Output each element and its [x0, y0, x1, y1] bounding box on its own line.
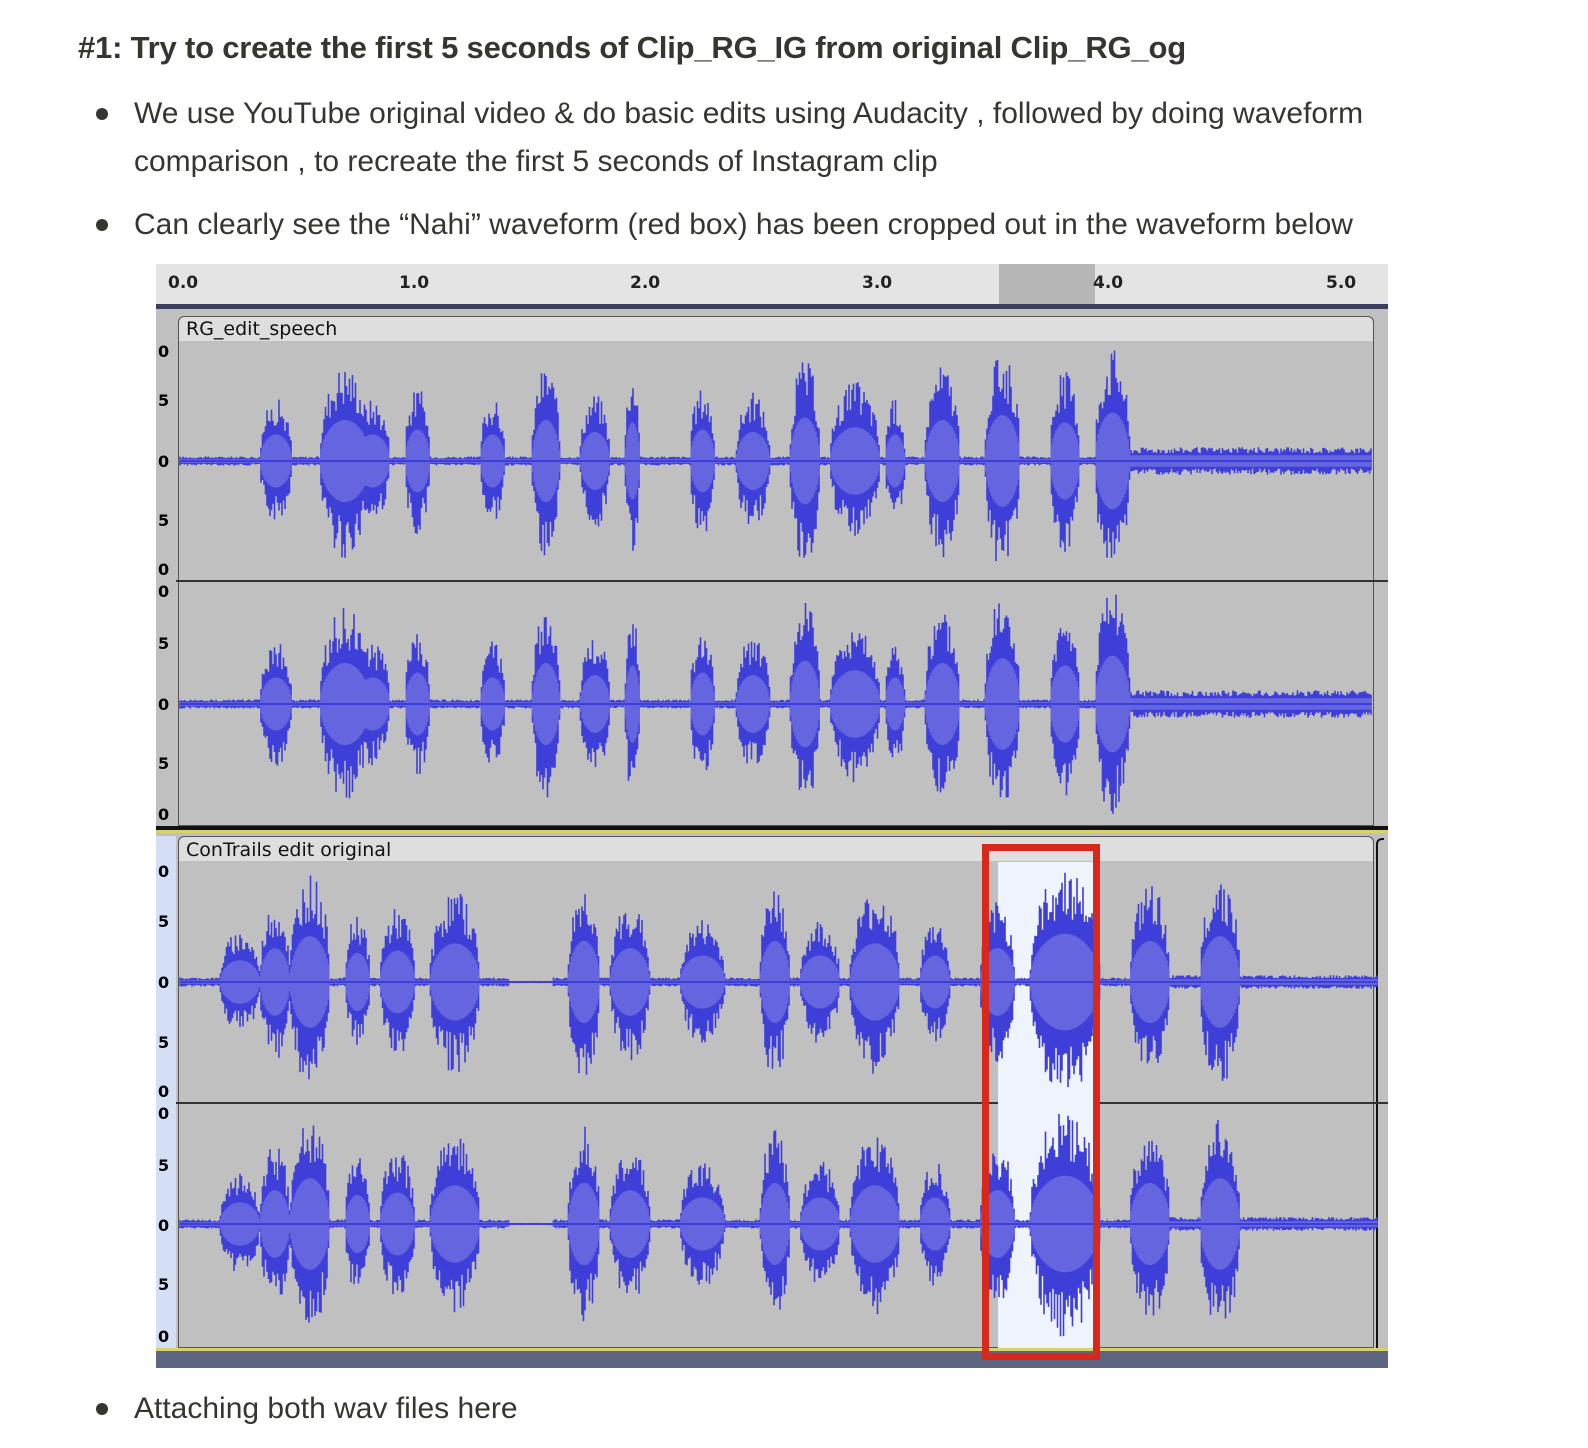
scale-label: 0 [158, 695, 170, 714]
scale-label: 0 [158, 1082, 170, 1101]
track-divider-accent [156, 830, 1388, 833]
ruler-bottom-line [156, 304, 1388, 309]
ruler-selection-marker [999, 264, 1095, 304]
track-2-name-bar[interactable] [179, 837, 1373, 861]
ruler-tick-5: 5.0 [1326, 273, 1357, 293]
track-1-clip[interactable] [178, 316, 1374, 826]
audacity-screenshot: 0.0 1.0 2.0 3.0 4.0 5.0 RG_edit_speech C… [156, 264, 1388, 1368]
section-heading: #1: Try to create the first 5 seconds of… [78, 30, 1186, 65]
scale-label: 0 [158, 582, 170, 601]
scale-label: 0 [158, 1327, 170, 1346]
track-2-next-clip-edge [1376, 838, 1384, 1348]
scale-label: 5 [158, 754, 170, 773]
scale-label: 5 [158, 391, 170, 410]
track-2-name: ConTrails edit original [186, 839, 392, 861]
track-1-name-bar[interactable] [179, 317, 1373, 341]
scale-label: 0 [158, 1104, 170, 1123]
scale-label: 5 [158, 1156, 170, 1175]
track-1-channel-divider [176, 580, 1388, 582]
scale-label: 0 [158, 973, 170, 992]
bottom-line-accent [156, 1348, 1388, 1351]
ruler-tick-4: 4.0 [1093, 273, 1124, 293]
ruler-tick-3: 3.0 [862, 273, 893, 293]
scale-label: 0 [158, 342, 170, 361]
bullet-text-3: Attaching both wav files here [134, 1392, 518, 1425]
bullet-text-2: Can clearly see the “Nahi” waveform (red… [134, 208, 1353, 241]
waveform-canvas [179, 350, 1378, 1337]
scale-label: 0 [158, 862, 170, 881]
track-divider [156, 826, 1388, 830]
scale-label: 0 [158, 560, 170, 579]
ruler-tick-1: 1.0 [399, 273, 430, 293]
red-highlight-box [982, 844, 1100, 1360]
bullet-dot [96, 1403, 108, 1415]
track-2-channel-divider [176, 1102, 1388, 1104]
bullet-dot [96, 108, 108, 120]
timeline-ruler[interactable] [156, 264, 1388, 308]
ruler-tick-2: 2.0 [630, 273, 661, 293]
bullet-dot [96, 219, 108, 231]
bullet-text-1-cont: comparison , to recreate the first 5 sec… [134, 145, 938, 178]
scale-label: 5 [158, 912, 170, 931]
scale-label: 5 [158, 634, 170, 653]
scale-label: 5 [158, 511, 170, 530]
scale-label: 0 [158, 452, 170, 471]
ruler-tick-0: 0.0 [168, 273, 199, 293]
scale-label: 0 [158, 805, 170, 824]
scale-label: 5 [158, 1033, 170, 1052]
track-1-name: RG_edit_speech [186, 318, 338, 340]
scale-label: 0 [158, 1216, 170, 1235]
bullet-text-1: We use YouTube original video & do basic… [134, 97, 1364, 130]
scale-label: 5 [158, 1275, 170, 1294]
track-2-left-bar [156, 836, 176, 1348]
